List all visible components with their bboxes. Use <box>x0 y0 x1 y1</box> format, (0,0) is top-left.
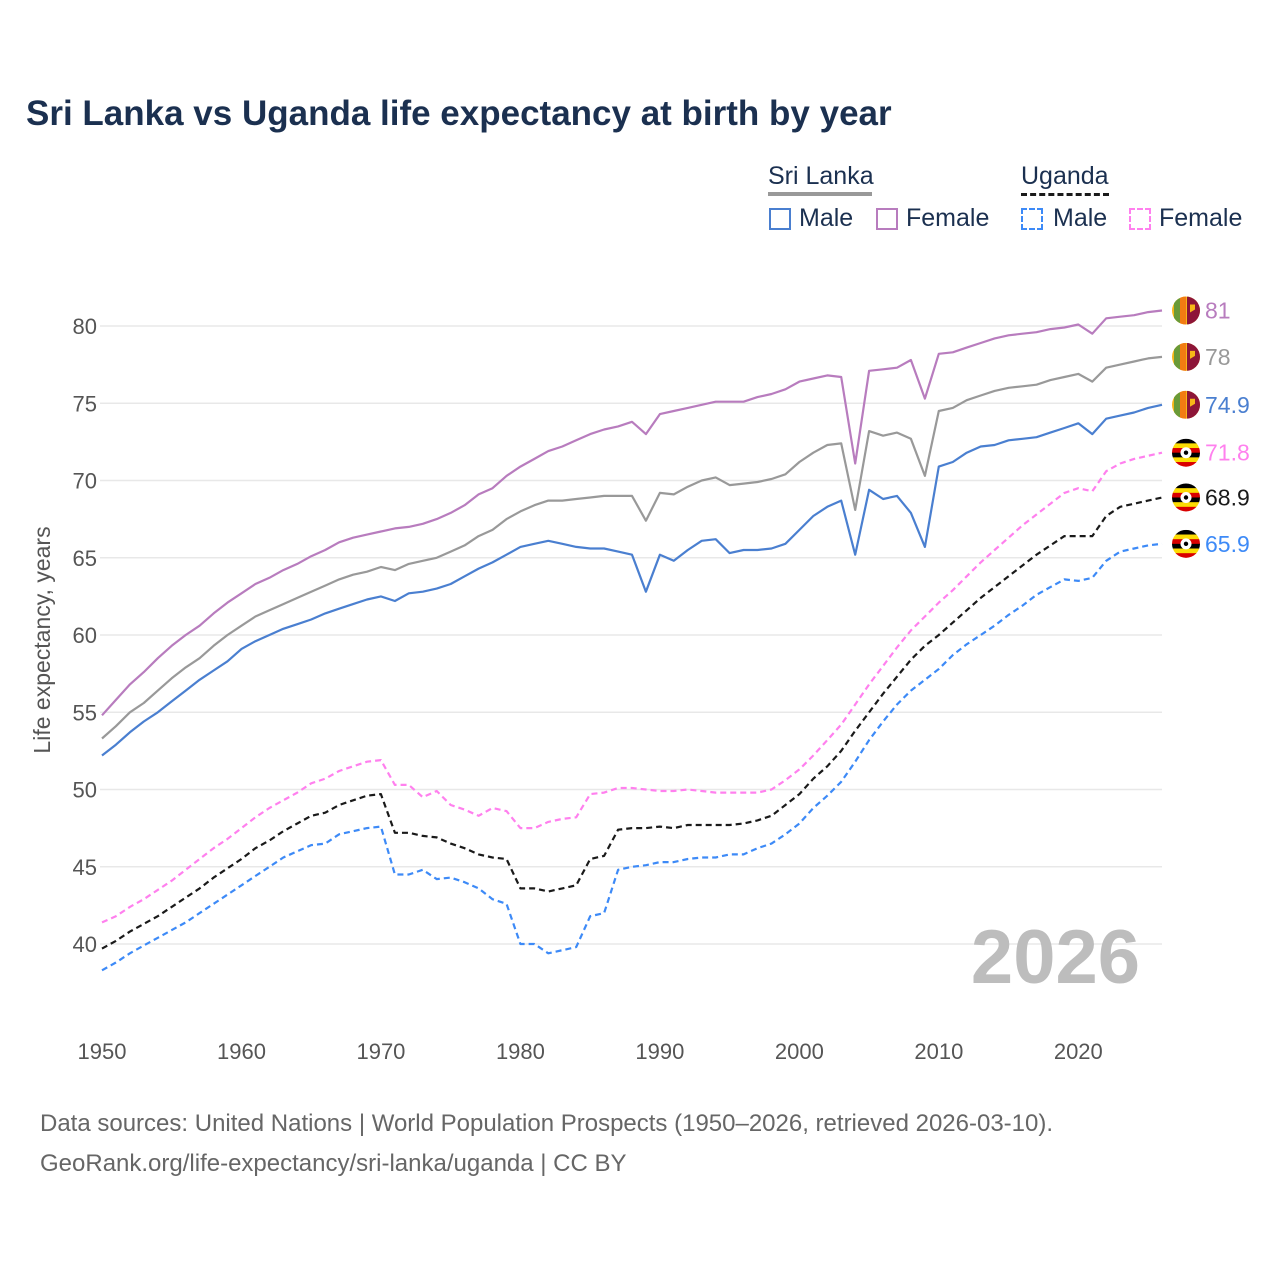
legend-group-sri-lanka: Sri Lanka <box>768 162 874 196</box>
series-line-sri-lanka-female <box>101 309 1163 717</box>
x-tick-label: 1950 <box>78 1039 127 1064</box>
uganda-flag-icon <box>1172 529 1200 558</box>
source-note: Data sources: United Nations | World Pop… <box>40 1104 1053 1184</box>
source-line: Data sources: United Nations | World Pop… <box>40 1110 1054 1137</box>
chart-title: Sri Lanka vs Uganda life expectancy at b… <box>26 94 892 133</box>
source-link[interactable]: GeoRank.org/life-expectancy/sri-lanka/ug… <box>40 1150 627 1177</box>
y-tick-label: 75 <box>73 391 97 416</box>
uganda-flag-icon <box>1172 483 1200 512</box>
legend-label-sri-lanka-female[interactable]: Female <box>906 204 990 232</box>
legend-group-uganda: Uganda <box>1021 162 1109 196</box>
end-value-label: 78 <box>1205 344 1231 370</box>
series-line-uganda-male <box>101 542 1163 972</box>
sri-lanka-flag-icon <box>1172 390 1200 419</box>
y-axis-label: Life expectancy, years <box>29 526 55 753</box>
x-tick-label: 2020 <box>1054 1039 1103 1064</box>
end-value-label: 71.8 <box>1205 440 1250 466</box>
y-tick-label: 65 <box>73 546 97 571</box>
sri-lanka-flag-icon <box>1172 342 1200 371</box>
series-line-sri-lanka-male <box>101 403 1163 757</box>
y-tick-label: 70 <box>73 469 97 494</box>
y-tick-label: 50 <box>73 778 97 803</box>
legend-swatch-sri-lanka-female <box>876 208 898 230</box>
x-tick-label: 1970 <box>356 1039 405 1064</box>
x-tick-label: 1990 <box>635 1039 684 1064</box>
legend-label-sri-lanka-male[interactable]: Male <box>799 204 854 232</box>
series-line-uganda-female <box>101 451 1163 924</box>
legend-label-uganda-female[interactable]: Female <box>1159 204 1243 232</box>
series-line-uganda <box>101 496 1163 950</box>
legend-label-uganda-male[interactable]: Male <box>1053 204 1108 232</box>
x-tick-label: 1960 <box>217 1039 266 1064</box>
legend-group-label: Sri Lanka <box>768 162 874 190</box>
sri-lanka-flag-icon <box>1172 296 1200 325</box>
uganda-flag-icon <box>1172 438 1200 467</box>
y-tick-label: 45 <box>73 855 97 880</box>
end-value-label: 68.9 <box>1205 484 1250 510</box>
line-chart: 40 45 50 55 60 65 70 75 80 1950 1960 1970 1980 1990 2… <box>29 296 1250 1064</box>
y-tick-label: 60 <box>73 623 97 648</box>
x-tick-label: 1980 <box>496 1039 545 1064</box>
x-tick-label: 2000 <box>775 1039 824 1064</box>
legend-swatch-sri-lanka-male <box>769 208 791 230</box>
legend-swatch-uganda-female <box>1129 208 1151 230</box>
legend-swatch-uganda-male <box>1021 208 1043 230</box>
series-line-sri-lanka <box>101 355 1163 740</box>
end-value-label: 65.9 <box>1205 531 1250 557</box>
y-tick-label: 55 <box>73 700 97 725</box>
y-tick-label: 40 <box>73 932 97 957</box>
legend-group-label: Uganda <box>1021 162 1109 190</box>
end-value-label: 74.9 <box>1205 392 1250 418</box>
x-tick-label: 2010 <box>914 1039 963 1064</box>
y-tick-label: 80 <box>73 314 97 339</box>
year-watermark: 2026 <box>971 915 1140 1000</box>
end-value-label: 81 <box>1205 298 1231 324</box>
